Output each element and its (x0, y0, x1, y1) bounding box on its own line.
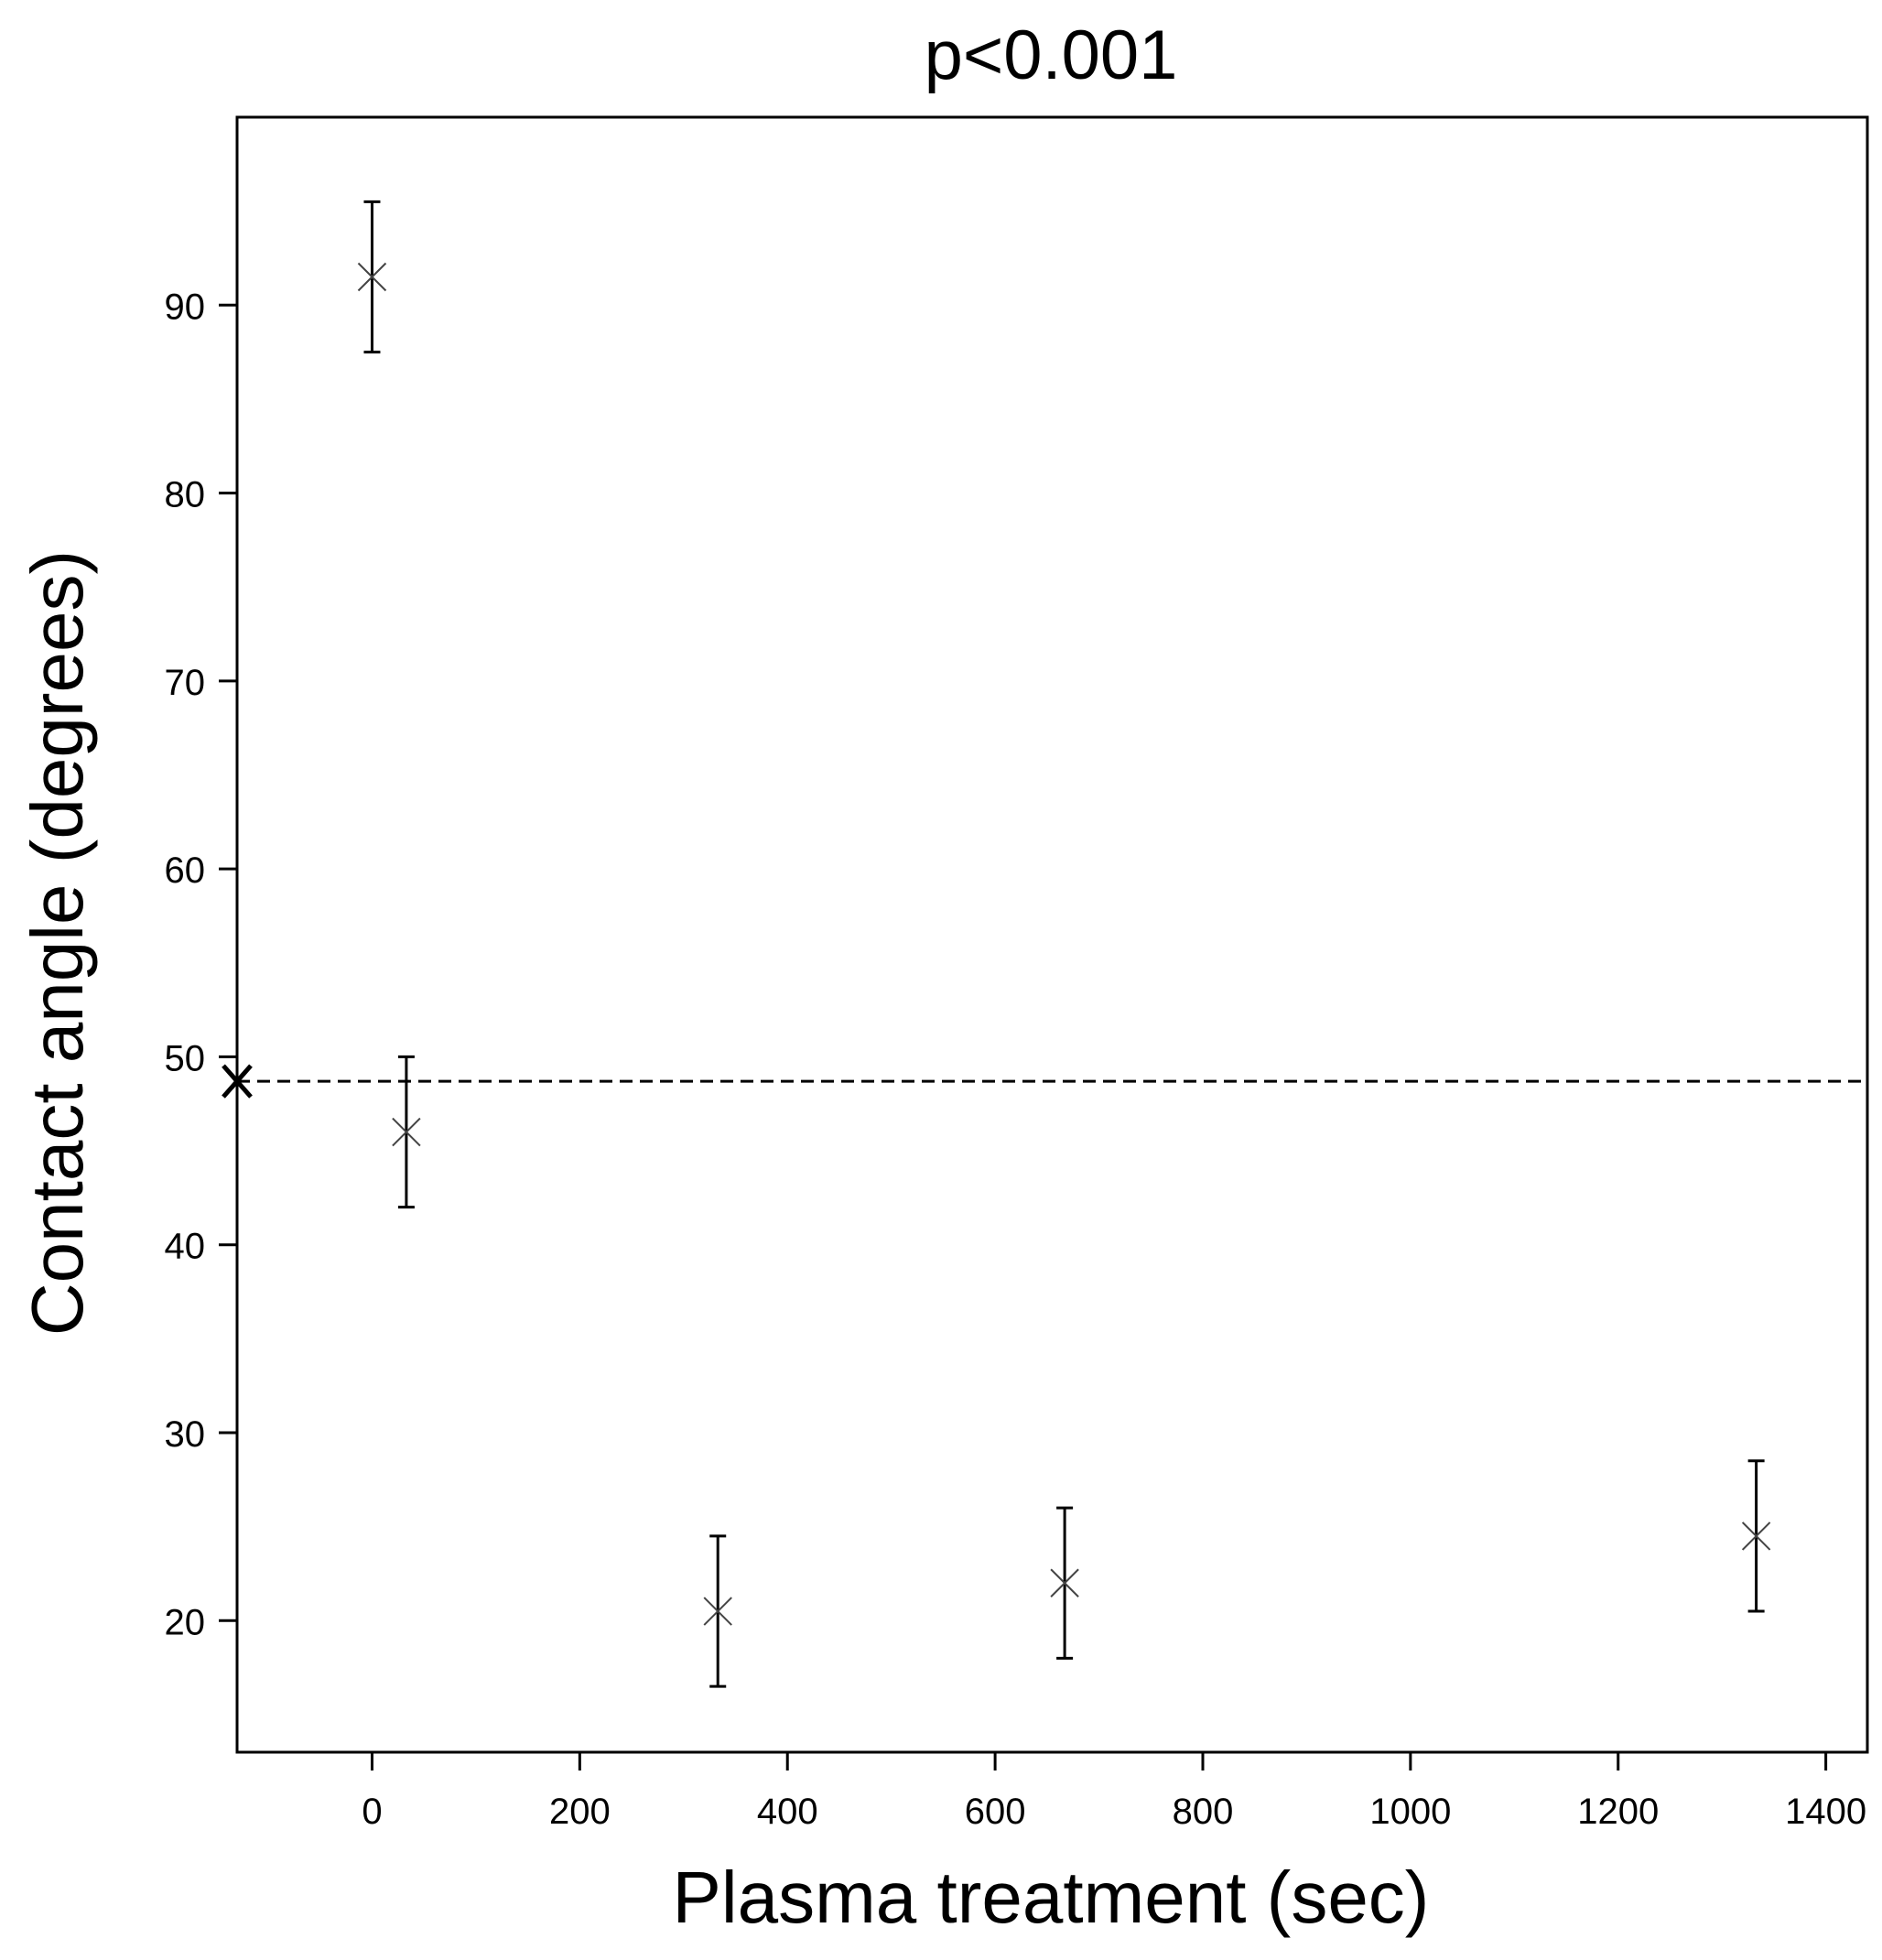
data-point (1050, 1506, 1079, 1660)
y-tick-label: 70 (165, 663, 206, 703)
y-tick-label: 60 (165, 850, 206, 891)
point-marker-stroke (703, 1597, 732, 1626)
y-tick-label: 50 (165, 1038, 206, 1078)
y-tick-label: 80 (165, 475, 206, 515)
y-tick-label: 90 (165, 287, 206, 327)
y-axis-label: Contact angle (degrees) (16, 550, 98, 1336)
x-tick-label: 200 (549, 1792, 611, 1832)
chart-title: p<0.001 (925, 16, 1178, 94)
plot-frame (235, 115, 1869, 1754)
data-point (1741, 1459, 1771, 1613)
data-point (357, 200, 387, 354)
x-tick-label: 0 (362, 1792, 382, 1832)
x-tick-label: 400 (757, 1792, 818, 1832)
x-tick-label: 800 (1173, 1792, 1234, 1832)
reference-line-group (222, 1064, 1867, 1099)
x-axis-label: Plasma treatment (sec) (673, 1857, 1430, 1938)
point-marker-stroke (392, 1117, 421, 1147)
point-marker-stroke (1741, 1521, 1771, 1551)
y-tick-label: 40 (165, 1227, 206, 1267)
y-tick-label: 20 (165, 1602, 206, 1642)
y-tick-label: 30 (165, 1414, 206, 1455)
point-marker-stroke (357, 262, 387, 292)
point-marker-stroke (1050, 1568, 1079, 1597)
x-tick-label: 1000 (1369, 1792, 1451, 1832)
x-tick-label: 1400 (1785, 1792, 1866, 1832)
data-point (392, 1055, 421, 1209)
x-tick-label: 1200 (1577, 1792, 1659, 1832)
x-tick-label: 600 (965, 1792, 1026, 1832)
data-points (357, 200, 1771, 1688)
data-point (703, 1534, 732, 1688)
axis-ticks: 0 200 400 600 800 1000 1200 1400 20 30 40 50 60 70 80 9… (165, 287, 1867, 1832)
